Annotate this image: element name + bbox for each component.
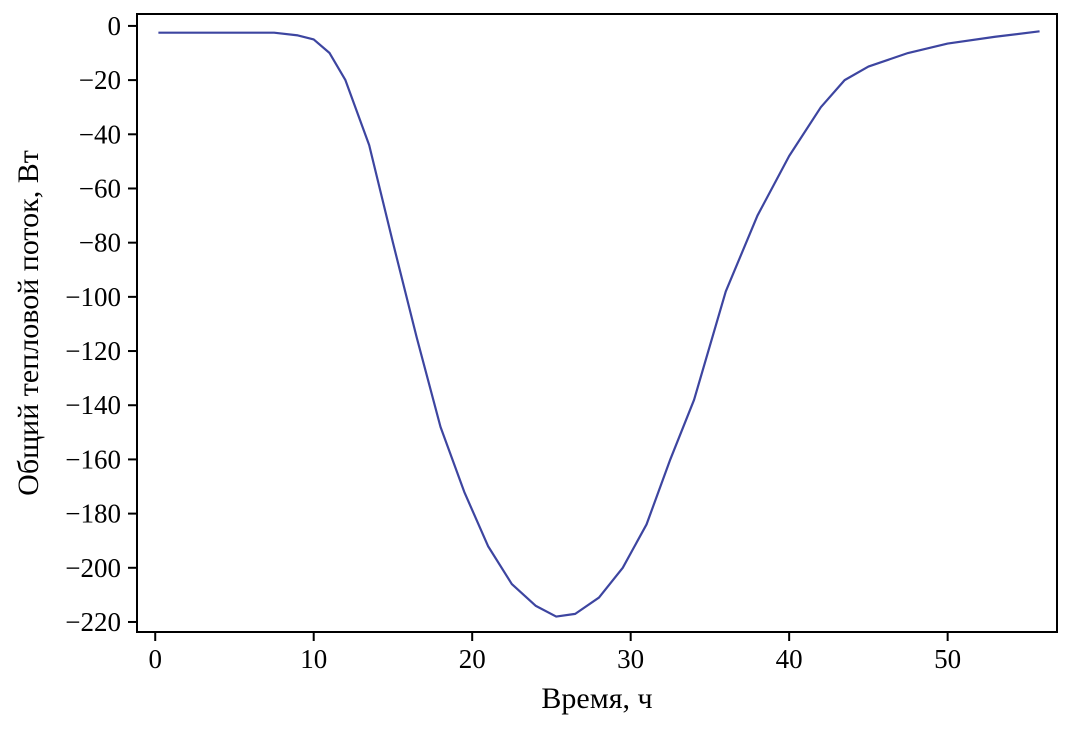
y-tick-label: −60 [79, 173, 121, 203]
x-tick-label: 30 [617, 644, 644, 674]
y-tick-label: −160 [65, 444, 121, 474]
x-tick-label: 10 [300, 644, 327, 674]
data-line [158, 30, 1040, 618]
x-tick-label: 50 [934, 644, 961, 674]
y-tick-label: −200 [65, 553, 121, 583]
y-tick-label: −180 [65, 499, 121, 529]
y-tick-label: −220 [65, 607, 121, 637]
plot-frame [136, 13, 1058, 633]
y-tick-label: −20 [79, 65, 121, 95]
x-tick-label: 20 [459, 644, 486, 674]
y-tick-label: −140 [65, 390, 121, 420]
x-tick-label: 40 [776, 644, 803, 674]
y-tick-label: −40 [79, 119, 121, 149]
y-tick-label: −100 [65, 282, 121, 312]
y-axis-label: Общий тепловой поток, Вт [12, 150, 45, 496]
x-axis-label: Время, ч [541, 682, 652, 715]
y-tick-label: −80 [79, 228, 121, 258]
y-tick-label: −120 [65, 336, 121, 366]
x-tick-label: 0 [148, 644, 162, 674]
y-tick-label: 0 [108, 11, 122, 41]
